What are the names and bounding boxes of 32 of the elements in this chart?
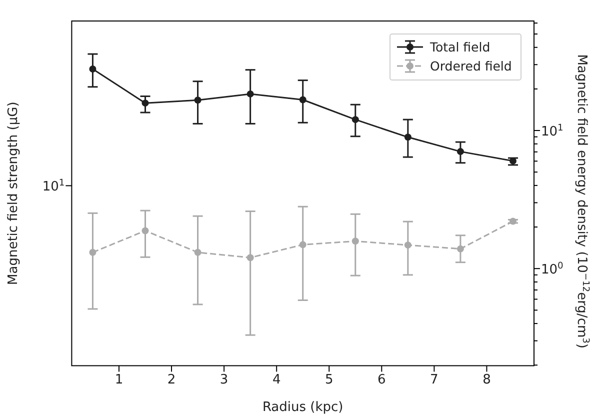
x-tick-label: 3 (220, 372, 228, 388)
point (404, 242, 412, 249)
x-axis-title: Radius (kpc) (262, 400, 344, 415)
point (352, 238, 359, 245)
point (142, 100, 149, 107)
x-tick-label: 7 (430, 372, 438, 388)
point (246, 254, 254, 262)
point (509, 218, 516, 225)
x-tick-label: 5 (324, 372, 334, 388)
y-axis-title: Magnetic field strength (μG) (6, 102, 21, 285)
x-tick-label: 6 (378, 372, 386, 388)
point (456, 148, 464, 156)
x-tick-label: 8 (482, 372, 491, 388)
legend-label: Ordered field (430, 58, 512, 74)
point (246, 90, 254, 98)
x-tick-label: 2 (167, 372, 176, 388)
y2-tick-label: 10$^{0}$ (541, 262, 564, 278)
point (456, 245, 464, 252)
x-tick-label: 1 (114, 372, 124, 388)
legend-label: Total field (429, 40, 490, 54)
point (352, 116, 359, 124)
point (89, 248, 96, 256)
point (404, 134, 412, 141)
point (194, 96, 202, 104)
point (142, 227, 149, 234)
y2-tick-label: 10$^{1}$ (541, 124, 564, 140)
point (299, 96, 306, 104)
point (194, 248, 202, 256)
point (89, 65, 96, 72)
x-tick-label: 4 (272, 372, 281, 388)
point (299, 241, 306, 248)
text: 10$^{1}$ (42, 178, 65, 195)
